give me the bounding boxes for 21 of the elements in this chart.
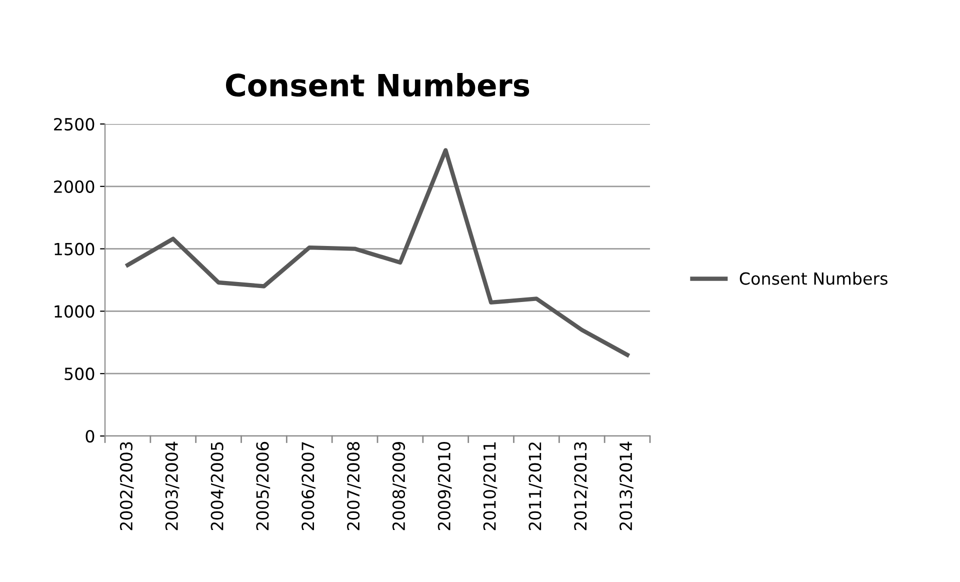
- x-tick-label: 2008/2009: [392, 442, 406, 530]
- x-tick-label: 2002/2003: [120, 442, 134, 530]
- x-tick-label: 2011/2012: [528, 442, 543, 530]
- x-tick-label: 2010/2011: [483, 442, 498, 530]
- y-tick-label: 2000: [54, 180, 94, 193]
- legend-label: Consent Numbers: [740, 272, 888, 285]
- y-tick-label: 2500: [54, 118, 94, 131]
- x-tick-label: 2007/2008: [347, 442, 361, 530]
- x-tick-label: 2004/2005: [210, 442, 225, 530]
- line-series: [126, 148, 630, 357]
- x-tick-label: 2003/2004: [165, 442, 180, 530]
- x-tick-label: 2012/2013: [574, 442, 588, 530]
- chart-title: Consent Numbers: [226, 73, 530, 97]
- y-tick-label: 0: [86, 430, 94, 443]
- y-tick-label: 1500: [54, 242, 94, 256]
- y-tick-label: 500: [64, 368, 94, 380]
- x-tick-label: 2005/2006: [256, 442, 270, 530]
- x-tick-label: 2013/2014: [620, 442, 634, 530]
- x-tick-label: 2006/2007: [302, 442, 316, 530]
- y-tick-label: 1000: [54, 305, 94, 318]
- x-tick-label: 2009/2010: [438, 442, 452, 530]
